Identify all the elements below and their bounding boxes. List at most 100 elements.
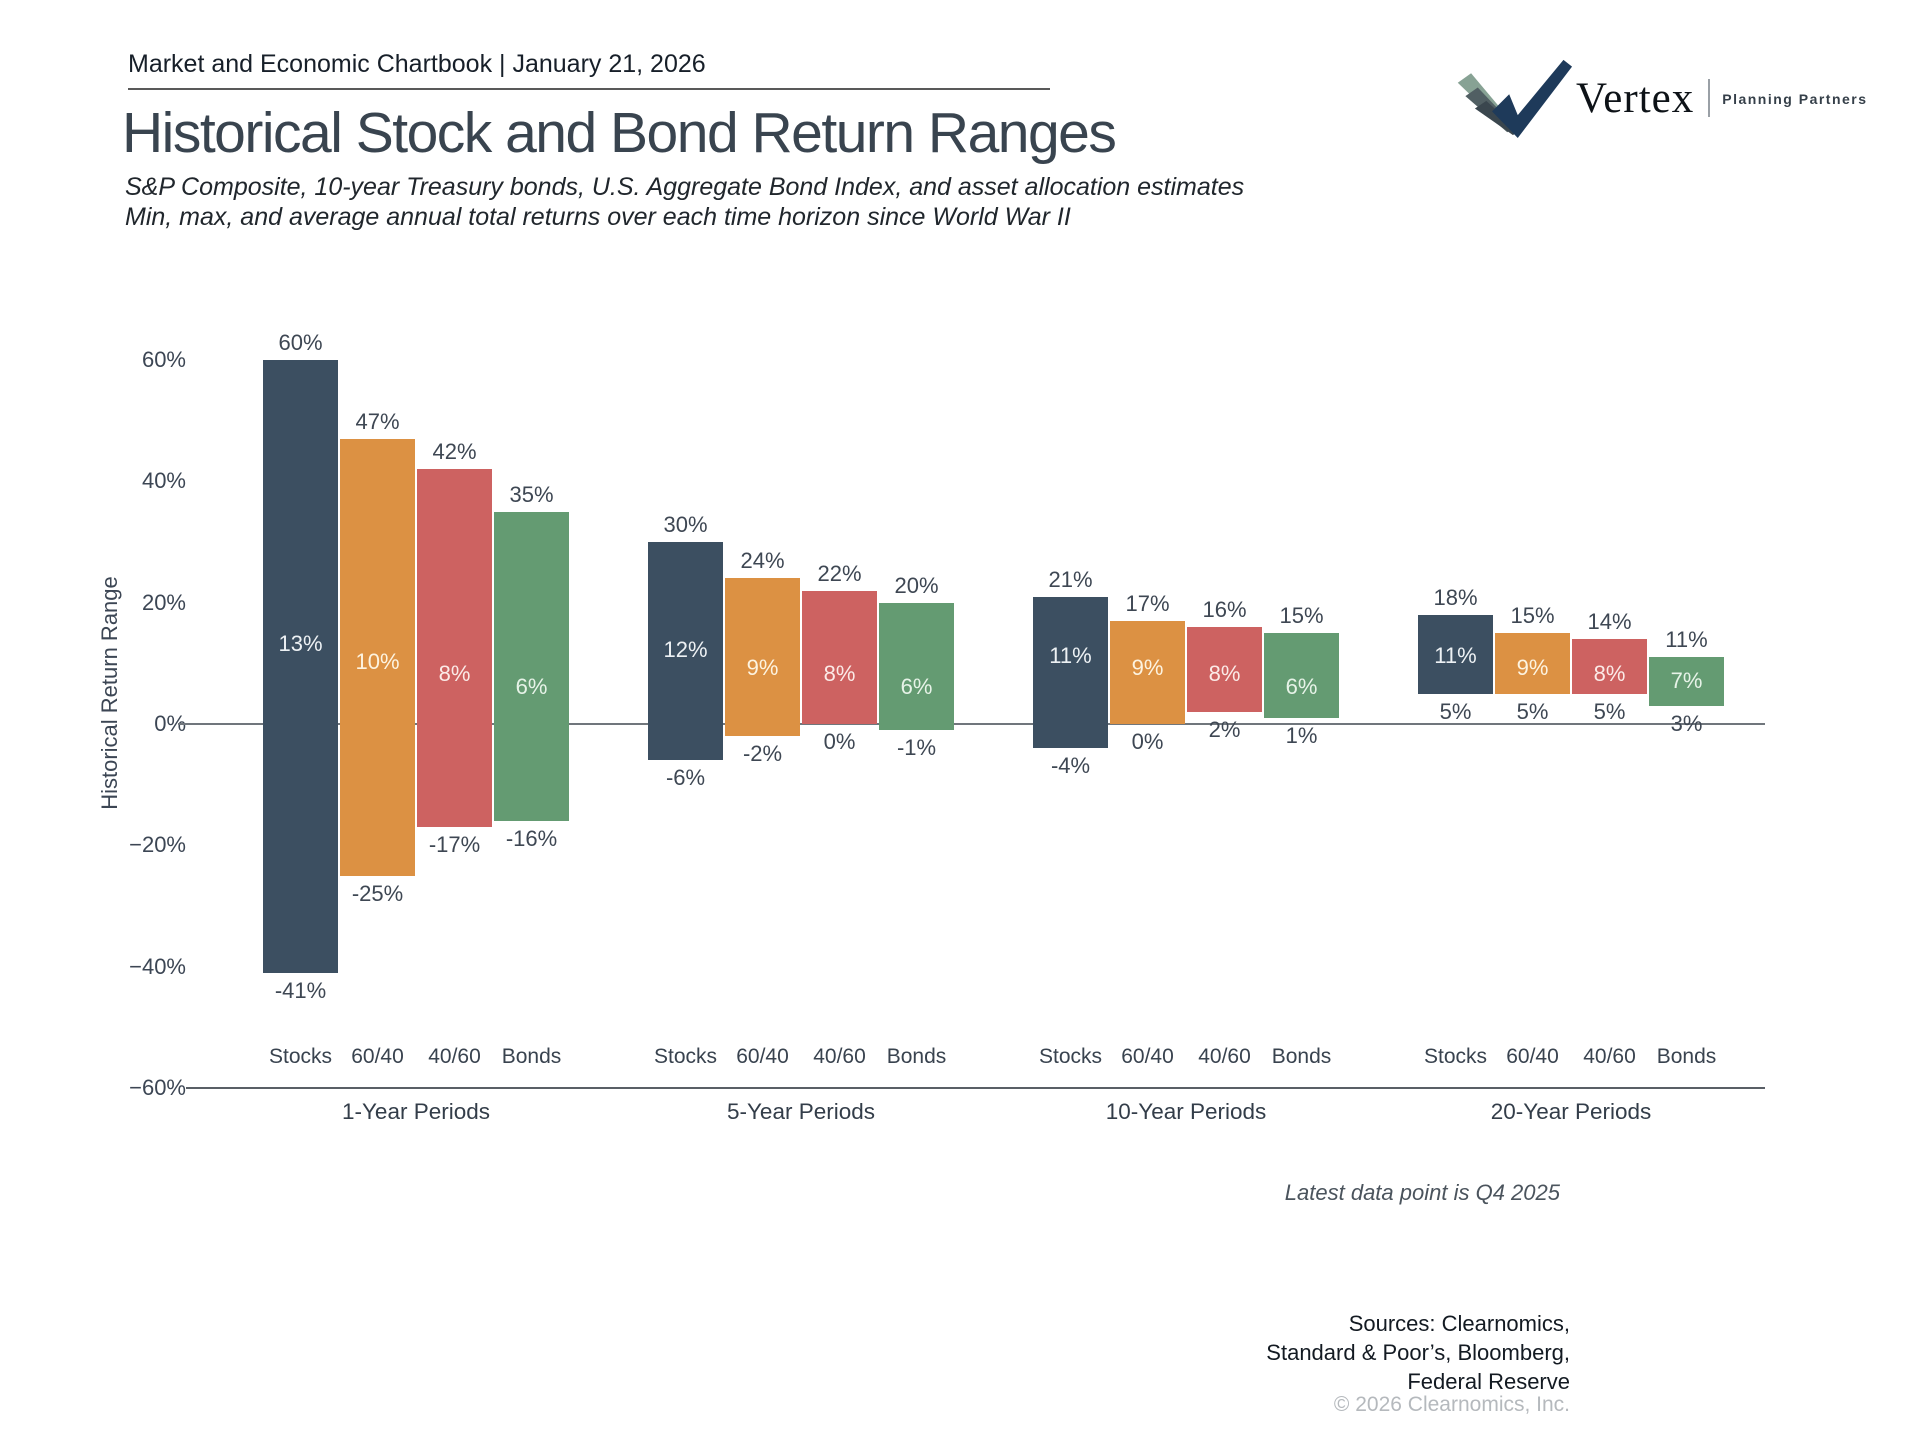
range-bar-bonds: [1649, 657, 1724, 706]
asset-label-stocks: Stocks: [268, 1045, 333, 1068]
avg-return-label: 10%: [355, 649, 400, 675]
min-return-label: -6%: [665, 765, 706, 791]
max-return-label: 21%: [1048, 566, 1093, 592]
y-axis-tick-label: −40%: [129, 953, 186, 979]
sources-line: Federal Reserve: [1407, 1369, 1570, 1394]
min-return-label: 2%: [1208, 716, 1241, 742]
sources-line: Standard & Poor’s, Bloomberg,: [1266, 1340, 1570, 1365]
asset-label-6040: 60/40: [351, 1045, 404, 1068]
max-return-label: 30%: [663, 511, 708, 537]
min-return-label: 0%: [1131, 729, 1164, 754]
range-bar-6040: [1110, 620, 1185, 724]
min-return-label: -16%: [505, 826, 558, 852]
min-return-label: -2%: [742, 741, 783, 767]
y-axis-tick-label: 40%: [141, 468, 186, 494]
y-axis-tick-label: 0%: [154, 711, 186, 736]
group-label: 10-Year Periods: [1105, 1099, 1267, 1124]
avg-return-label: 9%: [1131, 655, 1164, 681]
avg-return-label: 6%: [900, 673, 933, 699]
max-return-label: 14%: [1587, 609, 1632, 635]
asset-label-stocks: Stocks: [1038, 1045, 1103, 1068]
max-return-label: 17%: [1125, 590, 1170, 616]
max-return-label: 42%: [432, 439, 477, 465]
chart-subtitle: S&P Composite, 10-year Treasury bonds, U…: [125, 172, 1244, 232]
avg-return-label: 6%: [1285, 673, 1318, 699]
avg-return-label: 6%: [515, 673, 548, 699]
avg-return-label: 8%: [438, 661, 471, 687]
asset-label-6040: 60/40: [1506, 1045, 1559, 1068]
max-return-label: 15%: [1279, 602, 1324, 628]
group-label: 20-Year Periods: [1490, 1099, 1652, 1124]
max-return-label: 47%: [355, 408, 400, 434]
min-return-label: -4%: [1050, 753, 1091, 779]
sources-line: Sources: Clearnomics,: [1348, 1311, 1570, 1336]
vertex-chevron-icon: [1457, 59, 1573, 138]
asset-label-4060: 40/60: [428, 1045, 481, 1068]
range-bar-stocks: [648, 541, 723, 761]
subtitle-line-2: Min, max, and average annual total retur…: [125, 203, 1071, 231]
range-bar-6040: [1495, 632, 1570, 694]
latest-data-footnote: Latest data point is Q4 2025: [1284, 1180, 1560, 1205]
min-return-label: -17%: [428, 832, 481, 858]
page-title: Historical Stock and Bond Return Ranges: [122, 101, 1117, 165]
header-divider: [128, 88, 1050, 90]
min-return-label: 5%: [1516, 698, 1549, 724]
max-return-label: 22%: [817, 560, 862, 586]
range-bar-stocks: [263, 359, 338, 973]
copyright-text: © 2026 Clearnomics, Inc.: [1333, 1393, 1570, 1416]
min-return-label: 1%: [1285, 722, 1318, 748]
max-return-label: 11%: [1665, 627, 1708, 653]
range-bar-6040: [725, 578, 800, 737]
logo-tagline: Planning Partners: [1722, 91, 1868, 107]
min-return-label: -41%: [274, 977, 327, 1003]
logo-divider: [1708, 79, 1711, 117]
min-return-label: -25%: [351, 880, 404, 906]
max-return-label: 18%: [1433, 584, 1478, 610]
asset-label-bonds: Bonds: [1271, 1045, 1332, 1068]
min-return-label: -1%: [896, 735, 937, 761]
range-bar-stocks: [1033, 596, 1108, 749]
asset-label-6040: 60/40: [1121, 1045, 1174, 1068]
avg-return-label: 11%: [1049, 643, 1092, 669]
avg-return-label: 8%: [1208, 661, 1241, 687]
max-return-label: 35%: [509, 481, 554, 507]
range-bar-4060: [1572, 639, 1647, 694]
avg-return-label: 11%: [1434, 643, 1477, 669]
y-axis-tick-label: 20%: [141, 589, 186, 615]
group-label: 5-Year Periods: [726, 1099, 875, 1124]
min-return-label: 0%: [823, 729, 856, 754]
chartbook-header: Market and Economic Chartbook | January …: [128, 50, 706, 78]
range-bar-4060: [802, 590, 877, 724]
asset-label-4060: 40/60: [1198, 1045, 1251, 1068]
avg-return-label: 8%: [823, 661, 856, 687]
range-bar-bonds: [1264, 632, 1339, 718]
avg-return-label: 9%: [746, 655, 779, 681]
min-return-label: 5%: [1593, 698, 1626, 724]
max-return-label: 24%: [740, 548, 785, 574]
max-return-label: 60%: [278, 329, 323, 355]
vertex-logo: Vertex Planning Partners: [1452, 58, 1868, 138]
max-return-label: 15%: [1510, 602, 1555, 628]
asset-label-4060: 40/60: [813, 1045, 866, 1068]
avg-return-label: 8%: [1593, 661, 1626, 687]
vertex-wordmark: Vertex: [1576, 74, 1695, 122]
range-bar-4060: [417, 469, 492, 828]
max-return-label: 20%: [894, 572, 939, 598]
asset-label-6040: 60/40: [736, 1045, 789, 1068]
zero-axis-line: [178, 723, 1765, 725]
avg-return-label: 13%: [278, 631, 323, 657]
max-return-label: 16%: [1202, 596, 1247, 622]
asset-label-stocks: Stocks: [1423, 1045, 1488, 1068]
avg-return-label: 9%: [1516, 655, 1549, 681]
avg-return-label: 7%: [1670, 667, 1703, 693]
sources-text: Sources: Clearnomics, Standard & Poor’s,…: [1100, 1309, 1570, 1396]
subtitle-line-1: S&P Composite, 10-year Treasury bonds, U…: [125, 173, 1245, 201]
y-axis-tick-label: −20%: [129, 832, 186, 858]
asset-label-bonds: Bonds: [1656, 1045, 1717, 1068]
min-return-label: 5%: [1439, 698, 1472, 724]
asset-label-4060: 40/60: [1583, 1045, 1636, 1068]
range-bar-stocks: [1418, 614, 1493, 694]
asset-label-bonds: Bonds: [501, 1045, 562, 1068]
